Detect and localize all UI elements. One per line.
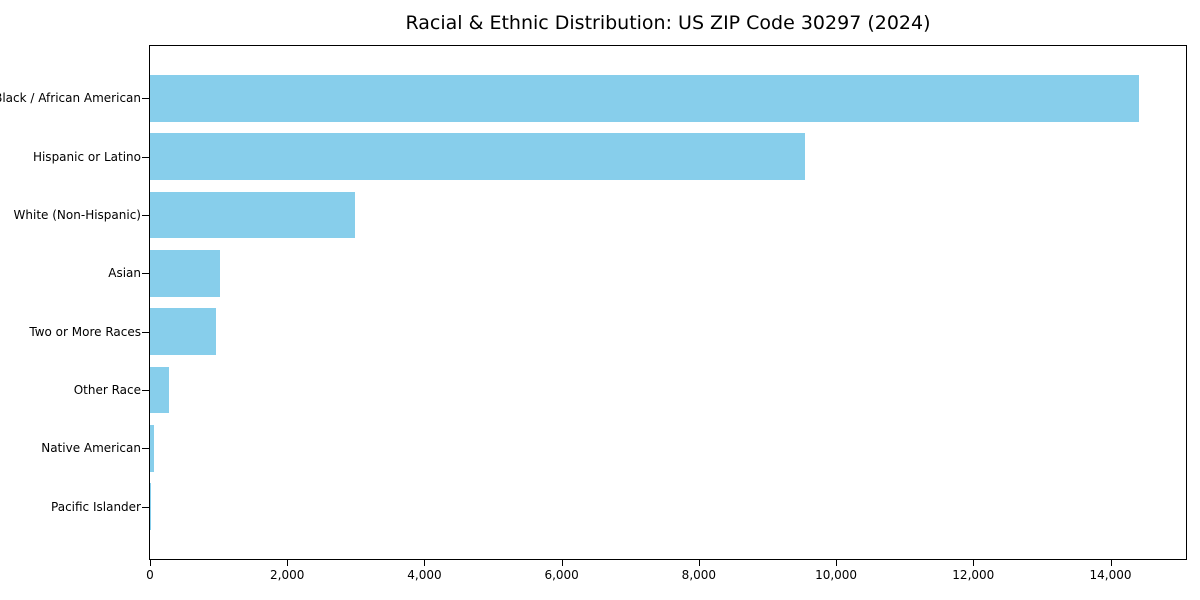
x-tick-mark (424, 560, 426, 566)
bar (150, 133, 806, 181)
y-tick-mark (142, 98, 149, 100)
x-tick-label: 2,000 (270, 568, 305, 582)
y-tick-mark (142, 156, 149, 158)
y-tick-label: Two or More Races (29, 324, 141, 339)
y-tick-mark (142, 215, 149, 217)
y-tick-label: Other Race (73, 382, 141, 397)
y-tick-mark (142, 331, 149, 333)
x-tick-label: 10,000 (815, 568, 858, 582)
plot-area (149, 45, 1187, 560)
y-tick-mark (142, 273, 149, 275)
x-tick-label: 12,000 (952, 568, 995, 582)
x-tick-label: 8,000 (681, 568, 717, 582)
x-tick-mark (973, 560, 975, 566)
bar (150, 483, 151, 530)
y-tick-label: Black / African American (0, 91, 141, 106)
x-tick-label: 0 (146, 568, 154, 582)
bar (150, 424, 154, 472)
chart-title: Racial & Ethnic Distribution: US ZIP Cod… (405, 12, 931, 34)
y-tick-label: Hispanic or Latino (32, 149, 141, 164)
x-tick-mark (698, 560, 700, 566)
bar (150, 75, 1139, 122)
x-tick-mark (836, 560, 838, 566)
x-tick-mark (287, 560, 289, 566)
y-tick-label: Native American (41, 441, 141, 456)
x-tick-label: 14,000 (1089, 568, 1132, 582)
y-tick-mark (142, 448, 149, 450)
x-tick-mark (150, 560, 151, 566)
x-tick-label: 6,000 (544, 568, 579, 582)
y-tick-label: Pacific Islander (51, 499, 141, 514)
bar (150, 191, 356, 239)
bar (150, 366, 170, 414)
y-tick-mark (142, 506, 149, 508)
bar (150, 308, 216, 355)
y-tick-label: White (Non-Hispanic) (13, 208, 141, 223)
y-tick-mark (142, 389, 149, 391)
x-tick-mark (1110, 560, 1112, 566)
y-tick-label: Asian (108, 266, 141, 281)
x-tick-label: 4,000 (407, 568, 442, 582)
bar (150, 250, 220, 297)
x-tick-mark (561, 560, 563, 566)
